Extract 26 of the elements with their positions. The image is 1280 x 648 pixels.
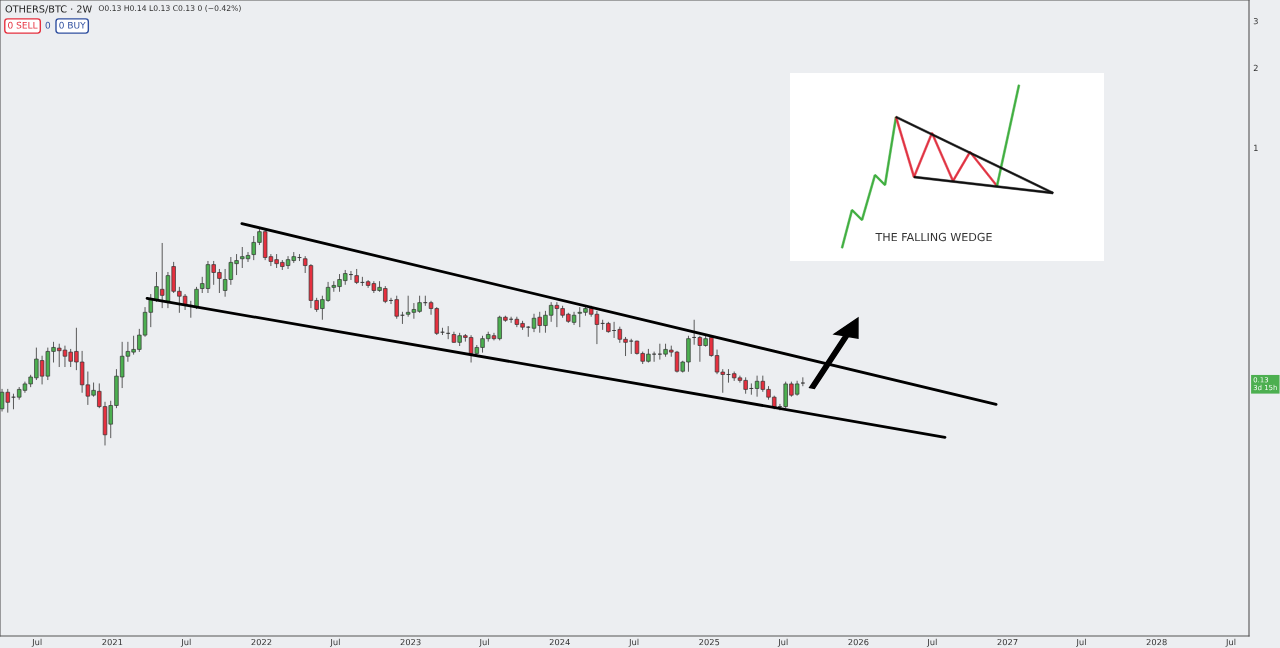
y-tick-label: 3 bbox=[1253, 18, 1258, 25]
x-tick-label: Jul bbox=[479, 638, 489, 647]
annotation: 0 BUY bbox=[59, 21, 86, 29]
x-tick-label: Jul bbox=[31, 638, 42, 647]
x-tick-label: Jul bbox=[1076, 638, 1086, 647]
x-tick-label: Jul bbox=[628, 638, 639, 647]
y-tick-label: 2 bbox=[1253, 64, 1258, 71]
x-tick-label: 2026 bbox=[848, 638, 869, 646]
candlestick bbox=[194, 286, 199, 310]
x-tick-label: 2023 bbox=[400, 638, 421, 646]
annotation: 0 SELL bbox=[8, 21, 38, 29]
x-tick-label: Jul bbox=[329, 638, 340, 647]
x-tick-label: Jul bbox=[926, 638, 937, 647]
annotation: THE FALLING WEDGE bbox=[875, 232, 992, 242]
x-tick-label: 2021 bbox=[102, 638, 123, 646]
x-tick-label: Jul bbox=[777, 638, 788, 647]
x-tick-label: 2022 bbox=[251, 638, 272, 646]
x-tick-label: 2024 bbox=[549, 638, 570, 646]
chart-title: OTHERS/BTC · 2W bbox=[5, 5, 92, 14]
annotation: 0 bbox=[45, 21, 51, 29]
x-tick-label: 2028 bbox=[1146, 638, 1167, 646]
x-tick-label: Jul bbox=[180, 638, 191, 647]
x-tick-label: 2025 bbox=[699, 638, 720, 646]
x-tick-label: Jul bbox=[1225, 638, 1236, 647]
x-tick-label: 2027 bbox=[997, 638, 1018, 646]
y-tick-label: 1 bbox=[1254, 144, 1258, 151]
